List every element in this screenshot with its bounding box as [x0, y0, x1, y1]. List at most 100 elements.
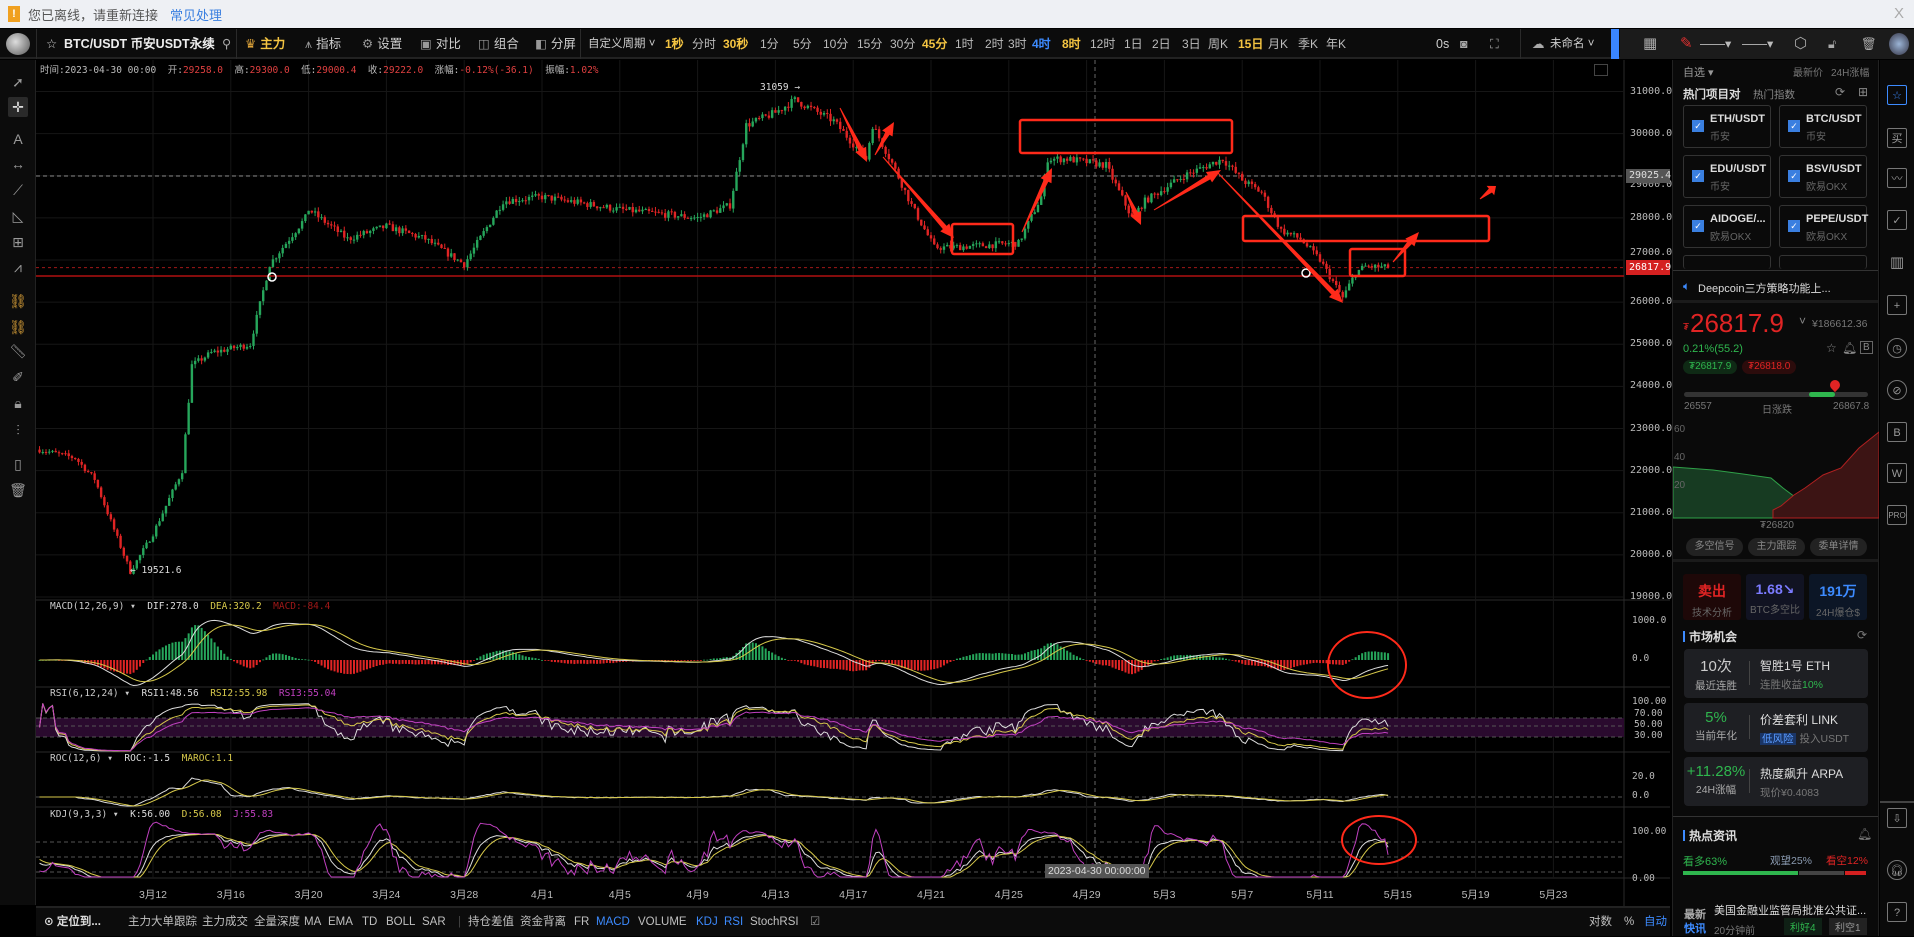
panel-action-button[interactable]: 委单详情: [1810, 538, 1867, 556]
toolbar-compare-button[interactable]: ▣ 对比: [420, 29, 461, 59]
triangle-tool-icon[interactable]: ◺: [12, 208, 24, 224]
hot-pair-card[interactable]: ✓ EDU/USDT 币安: [1683, 155, 1771, 198]
help-link[interactable]: 常见处理: [170, 7, 223, 23]
horizontal-line-icon[interactable]: ↔: [11, 156, 25, 172]
chevron-down-icon[interactable]: ˅: [1799, 314, 1807, 328]
help-icon[interactable]: ?: [1887, 902, 1907, 922]
percent-scale-toggle[interactable]: %: [1624, 916, 1635, 928]
indicator-toggle[interactable]: 主力大单跟踪: [128, 916, 197, 928]
indicator-toggle[interactable]: MA: [304, 916, 322, 928]
refresh-icon[interactable]: ⟳: [1857, 628, 1868, 642]
stat-box[interactable]: 191万 24H爆仓$: [1809, 574, 1867, 620]
indicator-toggle[interactable]: EMA: [328, 916, 353, 928]
bell-icon[interactable]: 🔔︎: [1842, 341, 1858, 355]
visibility-icon[interactable]: ⫶: [16, 422, 20, 438]
period-45分[interactable]: 45分: [922, 37, 948, 51]
bookmark-icon[interactable]: ▯: [14, 456, 22, 472]
indicator-toggle[interactable]: 资金背离: [520, 916, 566, 928]
hot-pair-card[interactable]: ✓ PEPE/USDT 欧易OKX: [1779, 205, 1868, 248]
roc-label[interactable]: ROC(12,6): [50, 753, 102, 764]
kline-chart[interactable]: [36, 60, 1670, 906]
pen-icon[interactable]: ✎: [1680, 35, 1693, 52]
toolbar-gear-button[interactable]: ⚙ 设置: [362, 29, 402, 59]
crosshair-icon[interactable]: ✛: [8, 97, 28, 117]
period-30秒[interactable]: 30秒: [723, 37, 749, 51]
ledger-icon[interactable]: B: [1887, 422, 1907, 442]
lock-drawings-icon[interactable]: 🔒︎: [14, 395, 22, 411]
b-badge-icon[interactable]: B: [1860, 341, 1873, 354]
support-headset-icon[interactable]: 🎧︎: [1887, 860, 1907, 880]
hot-pair-card[interactable]: ✓ AIDOGE/... 欧易OKX: [1683, 205, 1771, 248]
period-3时[interactable]: 3时: [1008, 37, 1027, 51]
period-季K[interactable]: 季K: [1298, 37, 1319, 51]
bell-icon[interactable]: 🔔︎: [1857, 827, 1873, 841]
settings-hex-icon[interactable]: ⬡: [1794, 35, 1808, 52]
new-document-icon[interactable]: +: [1887, 295, 1907, 315]
ask-price-pill[interactable]: ₮26818.0: [1742, 360, 1797, 374]
indicator-toggle[interactable]: SAR: [422, 916, 446, 928]
camera-icon[interactable]: ◙: [1460, 37, 1468, 51]
period-月K[interactable]: 月K: [1268, 37, 1289, 51]
column-24h-change[interactable]: 24H涨幅: [1831, 68, 1870, 79]
bar-chart-icon[interactable]: ▥: [1889, 254, 1905, 271]
toolbar-crown-button[interactable]: ♛ 主力: [245, 29, 285, 59]
line-style-dropdown[interactable]: ——▾: [1700, 37, 1732, 51]
indicator-toggle[interactable]: 主力成交: [202, 916, 248, 928]
period-2时[interactable]: 2时: [985, 37, 1004, 51]
period-4时[interactable]: 4时: [1032, 37, 1051, 51]
macd-label[interactable]: MACD(12,26,9): [50, 601, 125, 612]
auto-scale-toggle[interactable]: 自动: [1644, 916, 1667, 928]
trash-icon[interactable]: 🗑︎: [1861, 37, 1877, 51]
lock-icon[interactable]: 🔓︎: [1828, 37, 1837, 51]
strong-magnet-icon[interactable]: ⛓: [9, 319, 27, 335]
search-icon[interactable]: ⚲: [222, 37, 232, 51]
indicator-toggle[interactable]: FR: [574, 916, 590, 928]
checkbox-checked[interactable]: ✓: [1788, 120, 1800, 132]
buy-icon[interactable]: 买: [1887, 128, 1907, 148]
indicator-toggle[interactable]: StochRSI: [750, 916, 799, 928]
hot-pair-card[interactable]: ✓ BSV/USDT 欧易OKX: [1779, 155, 1867, 198]
period-周K[interactable]: 周K: [1208, 37, 1229, 51]
period-8时[interactable]: 8时: [1062, 37, 1081, 51]
period-5分[interactable]: 5分: [793, 37, 812, 51]
period-1秒[interactable]: 1秒: [665, 37, 684, 51]
panel-action-button[interactable]: 主力跟踪: [1748, 538, 1805, 556]
kdj-label[interactable]: KDJ(9,3,3): [50, 809, 108, 820]
tab-hot-pairs[interactable]: 热门项目对: [1683, 89, 1741, 101]
period-2日[interactable]: 2日: [1152, 37, 1171, 51]
bid-price-pill[interactable]: ₮26817.9: [1683, 360, 1738, 374]
column-latest-price[interactable]: 最新价: [1793, 68, 1823, 79]
checkbox-checked[interactable]: ✓: [1788, 220, 1800, 232]
cloud-save-icon[interactable]: ☁: [1532, 37, 1545, 51]
opportunity-card[interactable]: 10次 最近连胜 智胜1号 ETH 连胜收益10%: [1684, 649, 1868, 698]
news-headline[interactable]: 美国金融业监管局批准公共证...: [1714, 905, 1867, 917]
user-avatar[interactable]: [1889, 33, 1909, 55]
indicator-toggle[interactable]: MACD: [596, 916, 630, 928]
ruler-icon[interactable]: 📏︎: [9, 343, 27, 359]
stat-box[interactable]: 1.68↘ BTC多空比: [1746, 574, 1804, 620]
hot-pair-card-partial[interactable]: [1779, 255, 1867, 269]
period-10分[interactable]: 10分: [823, 37, 849, 51]
opportunity-card[interactable]: +11.28% 24H涨幅 热度飙升 ARPA 现价¥0.4083: [1684, 757, 1868, 806]
market-chart-icon[interactable]: 〰: [1887, 168, 1907, 188]
favorite-star-icon[interactable]: ☆: [46, 37, 58, 51]
hot-pair-card-partial[interactable]: [1683, 255, 1771, 269]
rsi-label[interactable]: RSI(6,12,24): [50, 688, 119, 699]
period-30分[interactable]: 30分: [890, 37, 916, 51]
checkbox-checked[interactable]: ✓: [1692, 220, 1704, 232]
indicator-toggle[interactable]: KDJ: [696, 916, 718, 928]
text-tool-icon[interactable]: A: [13, 131, 23, 147]
drawing-panel-handle[interactable]: [1611, 29, 1619, 59]
toolbar-indicator-button[interactable]: ⩚ 指标: [305, 29, 341, 59]
opportunity-card[interactable]: 5% 当前年化 价差套利 LINK 低风险 投入USDT: [1684, 703, 1868, 752]
custom-period-dropdown[interactable]: 自定义周期 ˅: [588, 38, 656, 50]
period-12时[interactable]: 12时: [1090, 37, 1116, 51]
period-15日[interactable]: 15日: [1238, 37, 1264, 51]
indicator-toggle[interactable]: VOLUME: [638, 916, 687, 928]
star-icon[interactable]: ☆: [1826, 341, 1837, 355]
period-3日[interactable]: 3日: [1182, 37, 1201, 51]
checkbox-checked[interactable]: ✓: [1788, 170, 1800, 182]
symbol-title[interactable]: BTC/USDT 币安USDT永续: [64, 37, 215, 51]
refresh-icon[interactable]: ⟳: [1835, 85, 1846, 99]
line-width-dropdown[interactable]: ——▾: [1742, 37, 1774, 51]
